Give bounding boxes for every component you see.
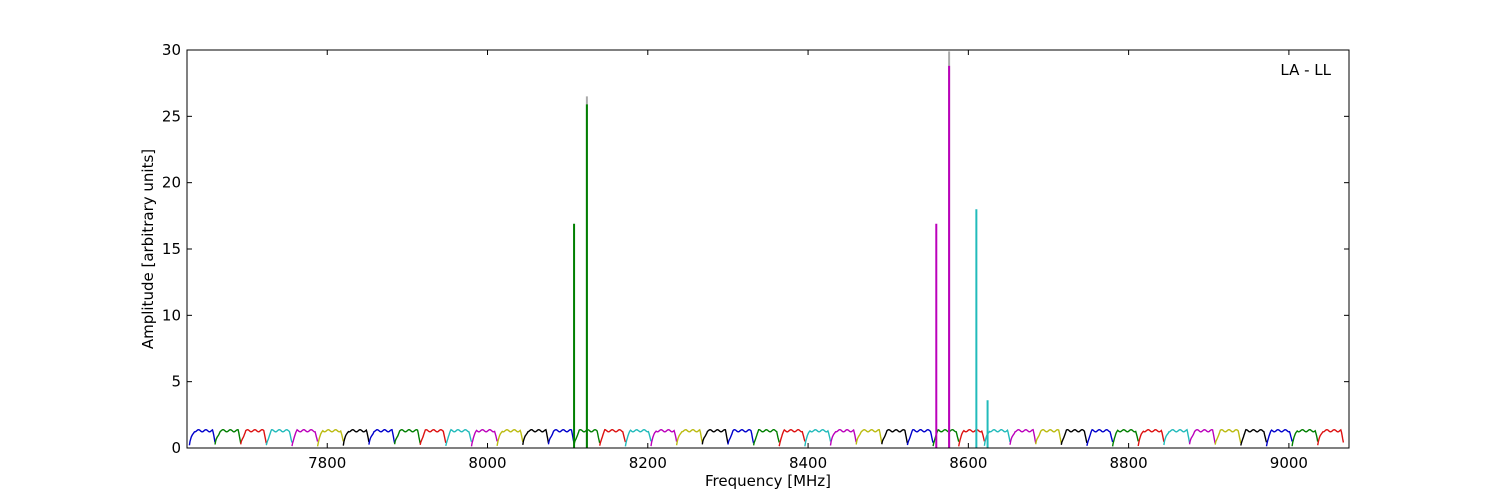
channel-trace — [675, 428, 703, 446]
channel-trace — [496, 428, 524, 447]
channel-trace — [214, 428, 242, 445]
channel-trace — [368, 428, 396, 445]
x-axis-ticks: 7800 8000 8200 8400 8600 8800 9000 — [308, 50, 1308, 472]
channel-trace — [393, 428, 421, 445]
y-tick-label: 5 — [171, 373, 181, 391]
channel-trace — [445, 428, 473, 447]
channel-trace — [1317, 428, 1345, 446]
x-tick-label: 8800 — [1110, 454, 1148, 472]
x-tick-label: 8200 — [629, 454, 667, 472]
channel-trace — [342, 428, 370, 446]
x-tick-label: 7800 — [308, 454, 346, 472]
channel-trace — [1163, 428, 1191, 446]
channel-trace — [958, 428, 986, 447]
channel-trace — [932, 428, 960, 447]
x-tick-label: 9000 — [1270, 454, 1308, 472]
y-tick-label: 20 — [162, 174, 181, 192]
baseline-annotation: LA - LL — [1280, 61, 1331, 79]
channel-trace — [1265, 428, 1293, 447]
y-tick-label: 25 — [162, 107, 181, 125]
y-axis-label: Amplitude [arbitrary units] — [139, 149, 157, 349]
channel-trace — [1060, 428, 1088, 445]
channel-trace — [291, 428, 319, 447]
x-tick-label: 8400 — [789, 454, 827, 472]
y-tick-label: 0 — [171, 439, 181, 457]
channel-trace — [804, 428, 832, 447]
channel-trace — [1188, 428, 1216, 445]
channel-trace — [188, 428, 216, 446]
x-axis-label: Frequency [MHz] — [705, 472, 831, 490]
channel-trace — [1009, 428, 1037, 445]
channel-trace — [1137, 428, 1165, 447]
channel-trace — [522, 428, 550, 446]
y-axis-ticks: 0 5 10 15 20 25 30 — [162, 41, 1349, 457]
channel-trace — [316, 428, 344, 447]
channel-trace — [650, 428, 678, 447]
channel-trace — [855, 428, 883, 445]
channel-trace — [1240, 428, 1268, 446]
channel-trace — [906, 428, 934, 446]
channel-trace — [983, 428, 1011, 446]
y-tick-label: 10 — [162, 306, 181, 324]
channel-trace — [1291, 428, 1319, 447]
x-tick-label: 8600 — [949, 454, 987, 472]
channel-trace — [1035, 428, 1062, 445]
channel-trace — [1086, 428, 1114, 446]
channel-trace — [1111, 428, 1139, 447]
y-tick-label: 30 — [162, 41, 181, 59]
channel-trace — [727, 428, 755, 445]
channel-trace — [265, 428, 293, 446]
channel-trace — [881, 428, 909, 445]
channel-trace — [240, 428, 267, 445]
channel-trace — [778, 428, 806, 447]
channel-trace — [829, 428, 857, 446]
channel-trace — [599, 428, 627, 446]
plot-frame — [186, 49, 1350, 449]
channel-trace — [470, 428, 498, 447]
channel-trace — [547, 428, 575, 445]
channel-trace — [624, 428, 652, 447]
channel-trace — [752, 428, 780, 446]
channel-trace — [701, 428, 729, 445]
plot-traces — [188, 428, 1345, 447]
y-tick-label: 15 — [162, 240, 181, 258]
x-tick-label: 8000 — [468, 454, 506, 472]
spike-lines — [573, 51, 989, 448]
channel-trace — [419, 428, 447, 446]
channel-trace — [1214, 428, 1242, 445]
